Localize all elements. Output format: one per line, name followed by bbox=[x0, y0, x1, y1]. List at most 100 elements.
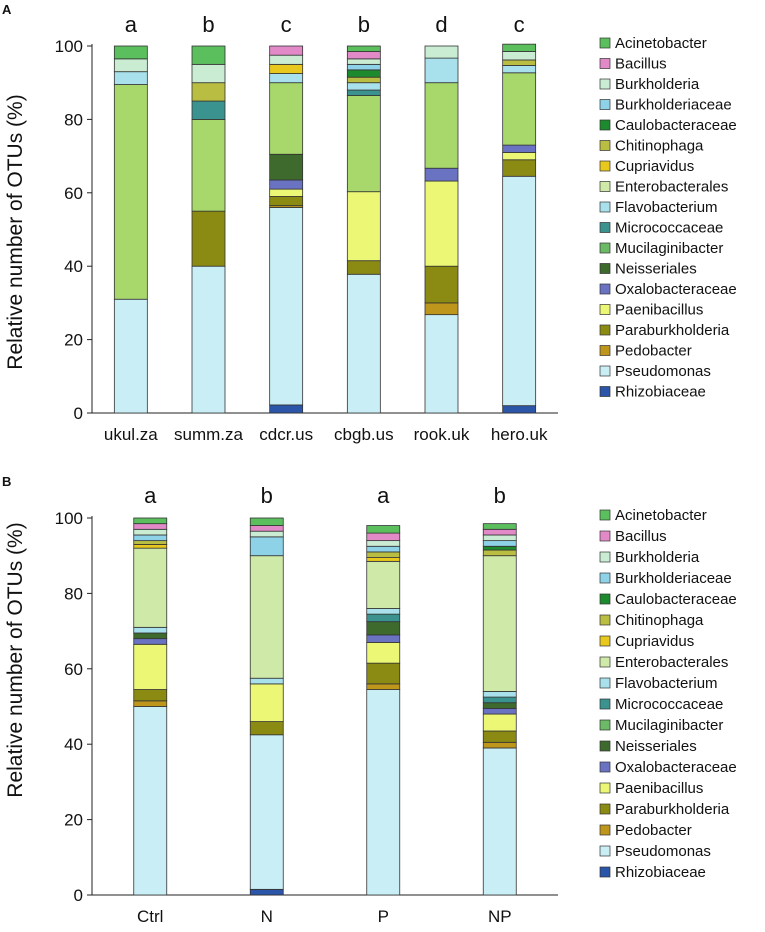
panel-b-bar-ctrl-pseudomonas bbox=[133, 706, 168, 896]
panel-a-legend-label: Oxalobacteraceae bbox=[615, 281, 737, 298]
panel-a-bar-summ-za-acinetobacter bbox=[191, 45, 226, 65]
panel-a-bar-hero-uk-paenibacillus bbox=[502, 152, 537, 161]
panel-b-bar-ctrl-chitinophaga bbox=[133, 540, 168, 545]
panel-a-legend-swatch bbox=[599, 58, 611, 69]
panel-a-bar-hero-uk-oxalobacteraceae bbox=[502, 144, 537, 153]
panel-b-legend-swatch bbox=[599, 845, 611, 857]
panel-a-bar-cbgb-us-pseudomonas bbox=[346, 273, 381, 414]
panel-a-bar-cdcr-us-rhizobiaceae bbox=[269, 404, 304, 414]
panel-a-bar-cbgb-us-paenibacillus bbox=[346, 191, 381, 262]
panel-a-legend-label: Burkholderia bbox=[615, 76, 700, 93]
panel-b-bar-ctrl-oxalobacteraceae bbox=[133, 638, 168, 645]
panel-b-bar-n-acinetobacter bbox=[249, 517, 284, 526]
panel-a-bar-ukul-za-mucilaginibacter bbox=[113, 84, 148, 300]
panel-a-legend-label: Bacillus bbox=[615, 56, 667, 73]
panel-a-y-tick-label: 0 bbox=[74, 404, 83, 423]
panel-b-bar-ctrl-acinetobacter bbox=[133, 517, 168, 525]
panel-a-legend-swatch bbox=[599, 99, 611, 110]
panel-a-bar-cdcr-us-mucilaginibacter bbox=[269, 82, 304, 155]
panel-b-bar-np-chitinophaga bbox=[482, 549, 517, 557]
panel-a-label: A bbox=[2, 2, 12, 17]
panel-a-legend-label: Paenibacillus bbox=[615, 302, 703, 319]
panel-b-x-tick-label: NP bbox=[488, 907, 512, 926]
panel-b-significance-letter: a bbox=[144, 483, 157, 508]
panel-b-bar-ctrl-flavobacterium bbox=[133, 626, 168, 634]
panel-a-y-tick-label: 20 bbox=[64, 331, 83, 350]
panel-b-bar-np-paenibacillus bbox=[482, 713, 517, 732]
panel-b-legend-swatch bbox=[599, 509, 611, 521]
panel-a-legend-swatch bbox=[599, 263, 611, 274]
panel-a-legend-label: Neisseriales bbox=[615, 261, 697, 278]
panel-a-bar-summ-za-pseudomonas bbox=[191, 265, 226, 414]
panel-b-bar-p-oxalobacteraceae bbox=[366, 634, 401, 643]
panel-a-bar-cbgb-us-burkholderia bbox=[346, 58, 381, 65]
panel-a-bar-summ-za-chitinophaga bbox=[191, 82, 226, 102]
panel-b-y-tick-label: 100 bbox=[55, 509, 83, 528]
panel-b-x-tick-label: P bbox=[378, 907, 389, 926]
panel-a-bar-hero-uk-rhizobiaceae bbox=[502, 405, 537, 414]
panel-a-legend-swatch bbox=[599, 324, 611, 336]
panel-a-bar-cbgb-us-caulobacteraceae bbox=[346, 69, 381, 78]
panel-a-bar-summ-za-paraburkholderia bbox=[191, 210, 226, 267]
panel-b-bar-np-flavobacterium bbox=[482, 691, 517, 698]
panel-b-legend-label: Paraburkholderia bbox=[615, 801, 730, 818]
panel-b-significance-letter: b bbox=[261, 483, 273, 508]
panel-a-legend-swatch bbox=[599, 201, 611, 213]
panel-a-legend-swatch bbox=[599, 37, 611, 49]
panel-a-legend-swatch bbox=[599, 283, 611, 295]
panel-a-bar-cdcr-us-cupriavidus bbox=[269, 63, 304, 74]
panel-a-legend-swatch bbox=[599, 222, 611, 233]
panel-b-bar-ctrl-burkholderia bbox=[133, 528, 168, 536]
panel-a-significance-letter: d bbox=[435, 12, 447, 37]
panel-b-legend-label: Flavobacterium bbox=[615, 675, 718, 692]
panel-b-legend-swatch bbox=[599, 677, 611, 689]
panel-b-bar-np-pseudomonas bbox=[482, 747, 517, 896]
panel-b-bar-n-paenibacillus bbox=[249, 683, 284, 722]
panel-b-legend-swatch bbox=[599, 572, 611, 584]
panel-b-bar-np-caulobacteraceae bbox=[482, 545, 517, 551]
panel-b-x-tick-label: Ctrl bbox=[137, 907, 163, 926]
panel-b-bar-p-micrococcaceae bbox=[366, 613, 401, 623]
panel-a-bar-rook-uk-paenibacillus bbox=[424, 180, 459, 267]
panel-b-bar-ctrl-cupriavidus bbox=[133, 543, 168, 549]
panel-b-y-axis-label: Relative number of OTUs (%) bbox=[4, 522, 27, 797]
panel-a-bar-summ-za-mucilaginibacter bbox=[191, 119, 226, 212]
panel-b-bar-ctrl-paenibacillus bbox=[133, 643, 168, 690]
panel-a-bar-cbgb-us-mucilaginibacter bbox=[346, 95, 381, 193]
panel-a-legend-label: Burkholderiaceae bbox=[615, 97, 732, 114]
panel-a-bar-cbgb-us-flavobacterium bbox=[346, 82, 381, 91]
panel-b-legend-label: Enterobacterales bbox=[615, 654, 728, 671]
panel-b-bar-n-rhizobiaceae bbox=[249, 888, 284, 896]
panel-a-y-axis-label: Relative number of OTUs (%) bbox=[4, 94, 27, 369]
panel-b-legend-swatch bbox=[599, 719, 611, 731]
panel-b-legend-label: Micrococcaceae bbox=[615, 696, 723, 713]
panel-a-significance-letter: c bbox=[281, 12, 292, 37]
panel-b-legend-label: Chitinophaga bbox=[615, 612, 704, 629]
panel-a-y-tick-label: 60 bbox=[64, 184, 83, 203]
panel-a-bar-rook-uk-paraburkholderia bbox=[424, 265, 459, 304]
panel-a-legend-label: Acinetobacter bbox=[615, 35, 707, 52]
panel-a-legend-swatch bbox=[599, 304, 611, 315]
panel-b-x-tick-label: N bbox=[261, 907, 273, 926]
panel-b-bar-np-neisseriales bbox=[482, 702, 517, 709]
panel-a-bar-ukul-za-flavobacterium bbox=[113, 71, 148, 85]
panel-a-legend-swatch bbox=[599, 386, 611, 397]
panel-b-bar-np-bacillus bbox=[482, 528, 517, 536]
panel-b-bar-n-burkholderiaceae bbox=[249, 536, 284, 557]
panel-a-legend-swatch bbox=[599, 160, 611, 172]
panel-b-legend-swatch bbox=[599, 551, 611, 563]
panel-b-legend-label: Caulobacteraceae bbox=[615, 591, 737, 608]
panel-a-legend-swatch bbox=[599, 365, 611, 377]
panel-b-y-tick-label: 0 bbox=[74, 886, 83, 905]
panel-a-x-tick-label: rook.uk bbox=[414, 425, 470, 444]
panel-a-bar-rook-uk-burkholderia bbox=[424, 45, 459, 59]
panel-a-bar-cdcr-us-paenibacillus bbox=[269, 188, 304, 197]
panel-a-legend-label: Mucilaginibacter bbox=[615, 240, 723, 257]
panel-a-bar-cdcr-us-neisseriales bbox=[269, 153, 304, 181]
panel-a-bar-cbgb-us-acinetobacter bbox=[346, 45, 381, 52]
panel-b-y-tick-label: 60 bbox=[64, 660, 83, 679]
panel-b-bar-p-burkholderiaceae bbox=[366, 545, 401, 553]
panel-b-legend-label: Oxalobacteraceae bbox=[615, 759, 737, 776]
panel-a-bar-cdcr-us-bacillus bbox=[269, 45, 304, 56]
panel-a-legend-swatch bbox=[599, 181, 611, 192]
